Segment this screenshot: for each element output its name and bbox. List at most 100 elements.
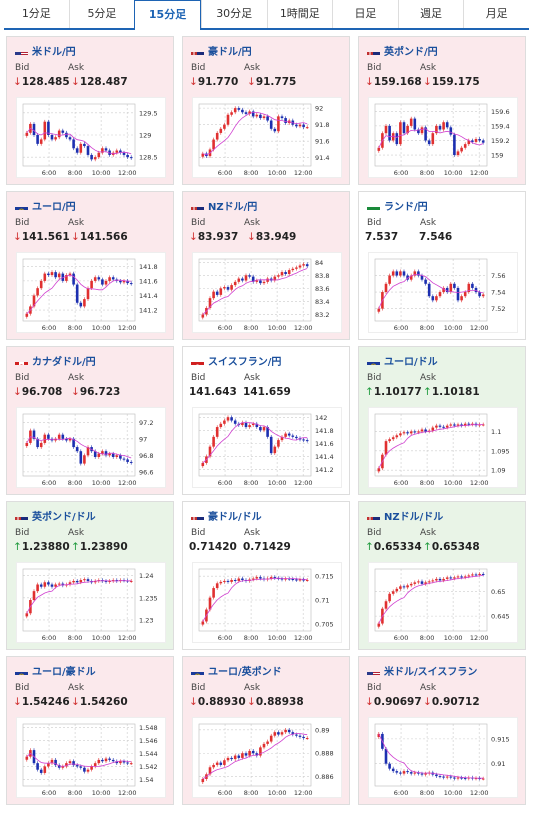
candle — [47, 273, 50, 276]
candle — [449, 776, 453, 778]
pair-name[interactable]: NZドル/ドル — [384, 511, 444, 523]
candlestick-chart: 6:00 8:00 10:00 12:00 159.6 159.4 159.2 159 — [368, 97, 518, 178]
bid-number: 0.71420 — [189, 541, 237, 553]
rate-card[interactable]: ランド/円 Bid Ask 7.537 7.546 6:00 8:00 10:00 12:00 7… — [358, 191, 526, 340]
ask-label: Ask — [420, 528, 437, 538]
rate-card[interactable]: ユーロ/ドル Bid Ask ↑1.10177 ↑1.10181 6:00 8:00 10:0… — [358, 346, 526, 495]
ask-label: Ask — [68, 63, 85, 73]
x-tick-label: 10:00 — [268, 324, 287, 332]
candle — [255, 423, 259, 428]
rate-card[interactable]: スイスフラン/円 Bid Ask 141.643 141.659 6:00 8:00 10:0… — [182, 346, 350, 495]
rate-card[interactable]: 豪ドル/ドル Bid Ask 0.71420 0.71429 6:00 8:00 10:00 1… — [182, 501, 350, 650]
pair-name[interactable]: 米ドル/円 — [32, 46, 76, 58]
candle — [420, 127, 424, 134]
candle — [377, 468, 381, 472]
candle — [129, 763, 133, 765]
candle — [481, 573, 485, 575]
y-tick-label: 159.4 — [491, 122, 510, 130]
candle — [435, 578, 438, 581]
rate-card[interactable]: 米ドル/円 Bid Ask ↓128.485 ↓128.487 6:00 8:00 10:00… — [6, 36, 174, 185]
candle — [413, 271, 417, 276]
rate-card[interactable]: 豪ドル/円 Bid Ask ↓91.770 ↓91.775 6:00 8:00 10:00 12… — [182, 36, 350, 185]
pair-name[interactable]: スイスフラン/円 — [208, 356, 282, 368]
candle — [413, 582, 417, 584]
candle — [280, 732, 284, 735]
y-tick-label: 141.6 — [139, 277, 158, 285]
tab-3[interactable]: 30分足 — [200, 0, 267, 28]
candle — [47, 434, 50, 439]
pair-name[interactable]: ランド/円 — [384, 201, 428, 213]
bid-label: Bid — [367, 373, 382, 383]
up-arrow-icon: ↑ — [71, 541, 80, 553]
pair-name[interactable]: 英ポンド/円 — [384, 46, 438, 58]
bid-number: 0.90697 — [373, 696, 422, 708]
candle — [406, 585, 409, 588]
candle — [384, 283, 388, 293]
ca-flag — [15, 356, 28, 365]
candle — [453, 424, 456, 426]
rate-card[interactable]: カナダドル/円 Bid Ask ↓96.708 ↓96.723 6:00 8:00 10:00… — [6, 346, 174, 495]
candle — [273, 276, 277, 281]
candle — [460, 296, 463, 301]
candle — [97, 152, 101, 158]
candle — [215, 427, 219, 437]
rate-card[interactable]: NZドル/円 Bid Ask ↓83.937 ↓83.949 6:00 8:00 10:00 1… — [182, 191, 350, 340]
candle — [280, 272, 284, 276]
rate-card[interactable]: 米ドル/スイスフラン Bid Ask ↓0.90697 ↓0.90712 6:00 8:00… — [358, 656, 526, 805]
candle — [83, 579, 86, 581]
pair-name[interactable]: 豪ドル/円 — [208, 46, 252, 58]
candle — [226, 757, 230, 761]
us-ch-flag — [367, 666, 380, 675]
rate-card[interactable]: 英ポンド/円 Bid Ask ↓159.168 ↓159.175 6:00 8:00 10:0… — [358, 36, 526, 185]
pair-name[interactable]: 英ポンド/ドル — [32, 511, 96, 523]
candle — [43, 434, 47, 443]
pair-name[interactable]: ユーロ/ドル — [384, 356, 438, 368]
candle — [399, 772, 402, 774]
pair-name[interactable]: 米ドル/スイスフラン — [384, 666, 478, 678]
pair-name[interactable]: ユーロ/豪ドル — [32, 666, 96, 678]
ask-label: Ask — [244, 63, 261, 73]
tab-5[interactable]: 日足 — [332, 0, 398, 28]
candle — [388, 439, 391, 442]
tab-4[interactable]: 1時間足 — [266, 0, 333, 28]
pair-name[interactable]: ユーロ/英ポンド — [208, 666, 282, 678]
tab-7[interactable]: 月足 — [463, 0, 529, 28]
rate-card[interactable]: 英ポンド/ドル Bid Ask ↑1.23880 ↑1.23890 6:00 8:00 10:… — [6, 501, 174, 650]
candle — [36, 438, 39, 448]
rate-card[interactable]: ユーロ/円 Bid Ask ↓141.561 ↓141.566 6:00 8:00 10:00… — [6, 191, 174, 340]
tab-0[interactable]: 1分足 — [21, 7, 51, 20]
candle — [391, 437, 395, 440]
candle — [39, 442, 43, 448]
candle — [90, 280, 93, 289]
candle — [244, 422, 248, 428]
rate-card[interactable]: NZドル/ドル Bid Ask ↑0.65334 ↑0.65348 6:00 8:00 10:… — [358, 501, 526, 650]
card-header: 英ポンド/ドル — [15, 508, 96, 523]
x-tick-label: 10:00 — [92, 169, 111, 177]
candle — [305, 127, 309, 129]
y-tick-label: 142 — [315, 414, 327, 422]
pair-name[interactable]: ユーロ/円 — [32, 201, 76, 213]
tab-2[interactable]: 15分足 — [134, 0, 201, 30]
pair-name[interactable]: NZドル/円 — [208, 201, 258, 213]
candle — [269, 735, 273, 742]
candle — [241, 753, 244, 758]
x-tick-label: 12:00 — [470, 479, 489, 487]
pair-name[interactable]: カナダドル/円 — [32, 356, 96, 368]
moving-average-line — [26, 580, 132, 614]
tab-1[interactable]: 5分足 — [68, 0, 135, 28]
rate-card[interactable]: ユーロ/英ポンド Bid Ask ↓0.88930 ↓0.88938 6:00 8:00 10… — [182, 656, 350, 805]
candle — [384, 601, 388, 609]
rate-card[interactable]: ユーロ/豪ドル Bid Ask ↓1.54246 ↓1.54260 6:00 8:00 10:… — [6, 656, 174, 805]
candlestick-chart: 6:00 8:00 10:00 12:00 1.548 1.546 1.544 1.542 1.… — [16, 717, 166, 798]
ask-value: ↑1.23890 — [71, 541, 128, 553]
bid-value: ↓1.54246 — [13, 696, 70, 708]
candle — [442, 776, 445, 778]
candle — [68, 582, 72, 585]
candlestick-chart: 6:00 8:00 10:00 12:00 142 141.8 141.6 141.4 141.… — [192, 407, 342, 488]
candle — [129, 157, 133, 159]
x-tick-label: 12:00 — [118, 479, 137, 487]
candle — [449, 283, 453, 293]
pair-name[interactable]: 豪ドル/ドル — [208, 511, 262, 523]
tab-6[interactable]: 週足 — [397, 0, 464, 28]
candle — [226, 580, 230, 582]
